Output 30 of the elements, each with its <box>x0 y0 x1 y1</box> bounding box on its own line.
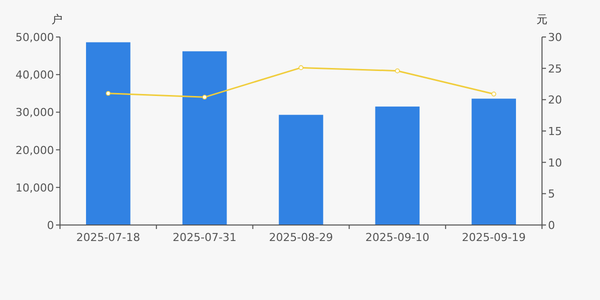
y2-tick-label: 20 <box>548 94 562 107</box>
point <box>395 68 400 74</box>
y2-tick-label: 30 <box>548 31 562 44</box>
x-tick-label: 2025-07-18 <box>76 231 140 244</box>
y-tick-label: 20,000 <box>16 144 54 157</box>
point <box>491 92 496 96</box>
bar <box>278 114 324 225</box>
y2-tick-label: 5 <box>548 188 555 201</box>
x-tick-label: 2025-09-19 <box>462 231 526 244</box>
x-tick-label: 2025-08-29 <box>269 231 333 244</box>
y-tick-label: 0 <box>47 219 54 232</box>
y2-tick-label: 0 <box>548 219 555 232</box>
y-axis-title: 户 <box>52 13 62 26</box>
point <box>298 65 304 70</box>
bar <box>375 106 420 225</box>
y2-axis-title: 元 <box>536 13 548 26</box>
bar <box>472 98 516 225</box>
y-tick-label: 10,000 <box>16 181 54 194</box>
x-tick-label: 2025-09-10 <box>365 231 430 244</box>
x-tick-label: 2025-07-31 <box>172 231 237 244</box>
y-tick-label: 30,000 <box>16 106 54 120</box>
y-tick-label: 50,000 <box>16 31 54 44</box>
point <box>202 94 207 100</box>
y2-tick-label: 15 <box>548 125 562 138</box>
y2-tick-label: 10 <box>548 156 562 170</box>
y-tick-label: 40,000 <box>16 68 54 82</box>
y2-tick-label: 25 <box>548 62 562 76</box>
point <box>106 91 111 96</box>
bar <box>86 42 130 225</box>
bar <box>182 51 227 225</box>
